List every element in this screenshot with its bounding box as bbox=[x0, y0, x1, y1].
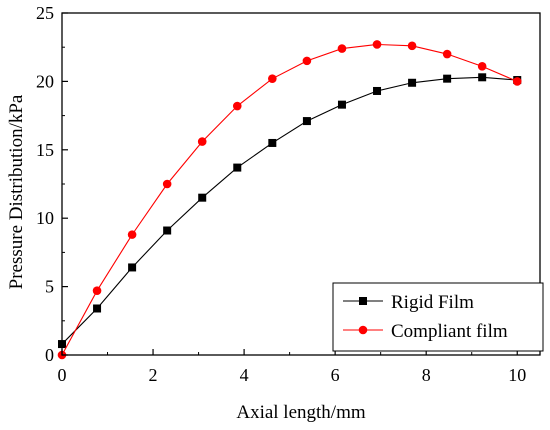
data-point bbox=[198, 193, 207, 202]
data-point bbox=[372, 40, 382, 49]
series-line bbox=[61, 43, 518, 356]
data-point bbox=[302, 117, 311, 126]
data-point bbox=[442, 49, 452, 59]
data-point bbox=[337, 44, 347, 53]
data-point bbox=[268, 138, 277, 147]
x-tick-label: 10 bbox=[508, 365, 526, 385]
series-compliant bbox=[57, 40, 522, 360]
y-tick-label: 20 bbox=[36, 71, 54, 91]
legend-item: Rigid Film bbox=[343, 292, 474, 313]
series-layer bbox=[57, 40, 522, 360]
data-point bbox=[373, 86, 382, 95]
data-point bbox=[197, 137, 207, 146]
data-point bbox=[92, 286, 102, 296]
y-axis-label: Pressure Distribution/kPa bbox=[6, 94, 27, 289]
data-point bbox=[127, 230, 137, 239]
data-point bbox=[337, 100, 346, 109]
data-point bbox=[408, 78, 417, 87]
y-tick-label: 5 bbox=[45, 277, 54, 297]
data-point bbox=[302, 56, 312, 66]
legend-label: Rigid Film bbox=[391, 292, 474, 313]
data-point bbox=[93, 304, 102, 313]
y-tick-label: 25 bbox=[36, 3, 54, 23]
legend-items: Rigid Film Compliant film bbox=[343, 292, 508, 342]
data-point bbox=[232, 101, 242, 111]
data-point bbox=[478, 73, 487, 82]
legend-marker bbox=[359, 297, 367, 305]
y-tick-label: 15 bbox=[36, 140, 54, 160]
data-point bbox=[407, 41, 417, 51]
legend: Rigid Film Compliant film bbox=[332, 282, 544, 352]
series-line bbox=[61, 76, 518, 345]
legend-item: Compliant film bbox=[343, 321, 508, 342]
x-tick-label: 8 bbox=[422, 365, 431, 385]
legend-label: Compliant film bbox=[391, 321, 508, 342]
data-point bbox=[512, 77, 522, 86]
x-tick-label: 2 bbox=[149, 365, 158, 385]
x-axis-label: Axial length/mm bbox=[236, 402, 366, 423]
data-point bbox=[233, 163, 242, 172]
x-tick-label: 4 bbox=[240, 365, 249, 385]
x-tick-label: 0 bbox=[58, 365, 67, 385]
legend-box bbox=[332, 282, 544, 352]
data-point bbox=[128, 263, 137, 272]
ticks-layer: 0 2 4 6 8 10 0 5 10 15 20 25 bbox=[36, 3, 526, 385]
x-tick-label: 6 bbox=[331, 365, 340, 385]
data-point bbox=[162, 179, 172, 189]
legend-marker bbox=[358, 325, 368, 335]
data-point bbox=[268, 74, 277, 83]
y-tick-label: 10 bbox=[36, 208, 54, 228]
y-tick-label: 0 bbox=[45, 345, 54, 365]
data-point bbox=[477, 62, 487, 71]
data-point bbox=[443, 74, 452, 83]
data-point bbox=[163, 226, 172, 235]
